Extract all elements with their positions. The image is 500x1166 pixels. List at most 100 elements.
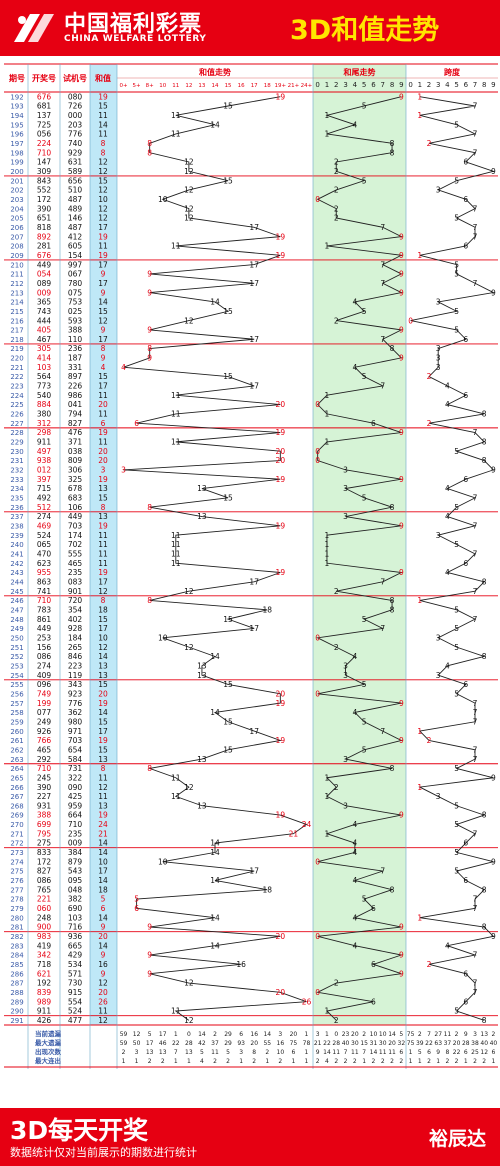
stat-tail-cell: 40 <box>342 1040 350 1047</box>
winning-number-cell: 086 <box>37 652 52 661</box>
sum-value-cell: 19 <box>98 699 108 708</box>
period-cell: 265 <box>10 774 23 782</box>
tail-trend-point: 2 <box>334 204 339 213</box>
sum-trend-point: 14 <box>210 839 220 848</box>
span-trend-point: 5 <box>454 540 459 549</box>
period-cell: 256 <box>10 690 24 698</box>
winning-number-cell: 651 <box>37 214 52 223</box>
tail-trend-point: 3 <box>343 671 348 680</box>
stat-span-cell: 11 <box>444 1031 452 1038</box>
tail-trend-point: 4 <box>352 848 357 857</box>
test-number-cell: 555 <box>68 550 83 559</box>
sum-trend-point: 8 <box>147 596 152 605</box>
span-trend-point: 7 <box>473 979 478 988</box>
period-cell: 276 <box>10 877 24 885</box>
span-trend-point: 7 <box>473 699 478 708</box>
stat-sum-cell: 2 <box>161 1058 165 1065</box>
winning-number-cell: 405 <box>37 326 52 335</box>
sum-trend-point: 12 <box>184 316 194 325</box>
winning-number-cell: 795 <box>37 829 52 838</box>
stat-span-cell: 6 <box>491 1049 495 1056</box>
sum-value-cell: 13 <box>98 484 108 493</box>
sum-value-cell: 15 <box>98 680 108 689</box>
stat-tail-cell: 3 <box>316 1031 320 1038</box>
span-trend-point: 3 <box>436 671 441 680</box>
test-number-cell: 571 <box>68 969 83 978</box>
tail-trend-point: 9 <box>399 568 404 577</box>
period-cell: 196 <box>10 131 24 139</box>
span-trend-point: 1 <box>417 727 422 736</box>
tail-trend-point: 1 <box>325 792 330 801</box>
stat-sum-cell: 28 <box>185 1040 193 1047</box>
span-trend-point: 8 <box>482 410 487 419</box>
sum-trend-point: 24 <box>302 820 312 829</box>
winning-number-cell: 147 <box>37 158 52 167</box>
stat-span-cell: 28 <box>462 1040 470 1047</box>
tail-trend-point: 1 <box>325 391 330 400</box>
test-number-cell: 067 <box>68 270 83 279</box>
test-number-cell: 928 <box>68 624 83 633</box>
period-cell: 262 <box>10 746 23 754</box>
sum-value-cell: 11 <box>98 792 108 801</box>
header-span: 跨度 <box>444 67 461 77</box>
span-trend-point: 9 <box>491 932 496 941</box>
tail-trend-point: 0 <box>315 456 320 465</box>
sum-trend-point: 5 <box>134 895 139 904</box>
sum-trend-point: 8 <box>147 764 152 773</box>
stat-sum-cell: 5 <box>226 1049 230 1056</box>
tail-trend-point: 2 <box>334 214 339 223</box>
stat-span-cell: 1 <box>491 1058 495 1065</box>
period-cell: 203 <box>10 196 23 204</box>
span-trend-point: 7 <box>473 428 478 437</box>
test-number-cell: 740 <box>68 139 83 148</box>
winning-number-cell: 390 <box>37 204 52 213</box>
period-cell: 235 <box>10 495 23 503</box>
stat-span-cell: 20 <box>453 1040 461 1047</box>
footer-note: 数据统计仅对当前展示的期数进行统计 <box>10 1146 197 1159</box>
span-axis-label: 4 <box>445 81 450 89</box>
stat-sum-cell: 3 <box>239 1049 243 1056</box>
stat-tail-cell: 11 <box>351 1049 359 1056</box>
span-trend-point: 5 <box>454 764 459 773</box>
test-number-cell: 703 <box>68 522 83 531</box>
period-cell: 286 <box>10 970 24 978</box>
tail-trend-point: 5 <box>362 102 367 111</box>
tail-trend-point: 2 <box>334 186 339 195</box>
test-number-cell: 665 <box>68 941 83 950</box>
tail-trend-point: 1 <box>325 531 330 540</box>
sum-trend-point: 10 <box>158 195 168 204</box>
span-trend-point: 6 <box>463 680 468 689</box>
sum-value-cell: 11 <box>98 773 108 782</box>
stat-sum-cell: 29 <box>224 1031 232 1038</box>
stat-sum-cell: 20 <box>250 1040 258 1047</box>
span-trend-point: 1 <box>417 251 422 260</box>
test-number-cell: 683 <box>68 494 83 503</box>
stat-span-cell: 6 <box>464 1049 468 1056</box>
sum-value-cell: 19 <box>98 475 108 484</box>
period-cell: 233 <box>10 476 23 484</box>
sum-value-cell: 17 <box>98 867 108 876</box>
test-number-cell: 203 <box>68 120 83 129</box>
sum-value-cell: 19 <box>98 736 108 745</box>
period-cell: 211 <box>10 271 23 279</box>
test-number-cell: 048 <box>68 885 83 894</box>
test-number-cell: 664 <box>68 811 83 820</box>
sum-value-cell: 19 <box>98 522 108 531</box>
tail-trend-point: 1 <box>325 559 330 568</box>
test-number-cell: 794 <box>68 410 83 419</box>
winning-number-cell: 409 <box>37 671 52 680</box>
stat-sum-cell: 1 <box>305 1058 309 1065</box>
period-cell: 208 <box>10 243 23 251</box>
test-number-cell: 388 <box>68 326 83 335</box>
winning-number-cell: 470 <box>37 550 52 559</box>
period-cell: 234 <box>10 485 24 493</box>
sum-trend-point: 17 <box>249 867 259 876</box>
span-trend-point: 3 <box>436 363 441 372</box>
tail-trend-line <box>316 96 404 1021</box>
sum-trend-point: 8 <box>147 139 152 148</box>
period-cell: 207 <box>10 233 23 241</box>
stat-span-cell: 63 <box>434 1040 442 1047</box>
span-trend-point: 6 <box>463 195 468 204</box>
test-number-cell: 382 <box>68 895 83 904</box>
stat-span-cell: 1 <box>409 1049 413 1056</box>
